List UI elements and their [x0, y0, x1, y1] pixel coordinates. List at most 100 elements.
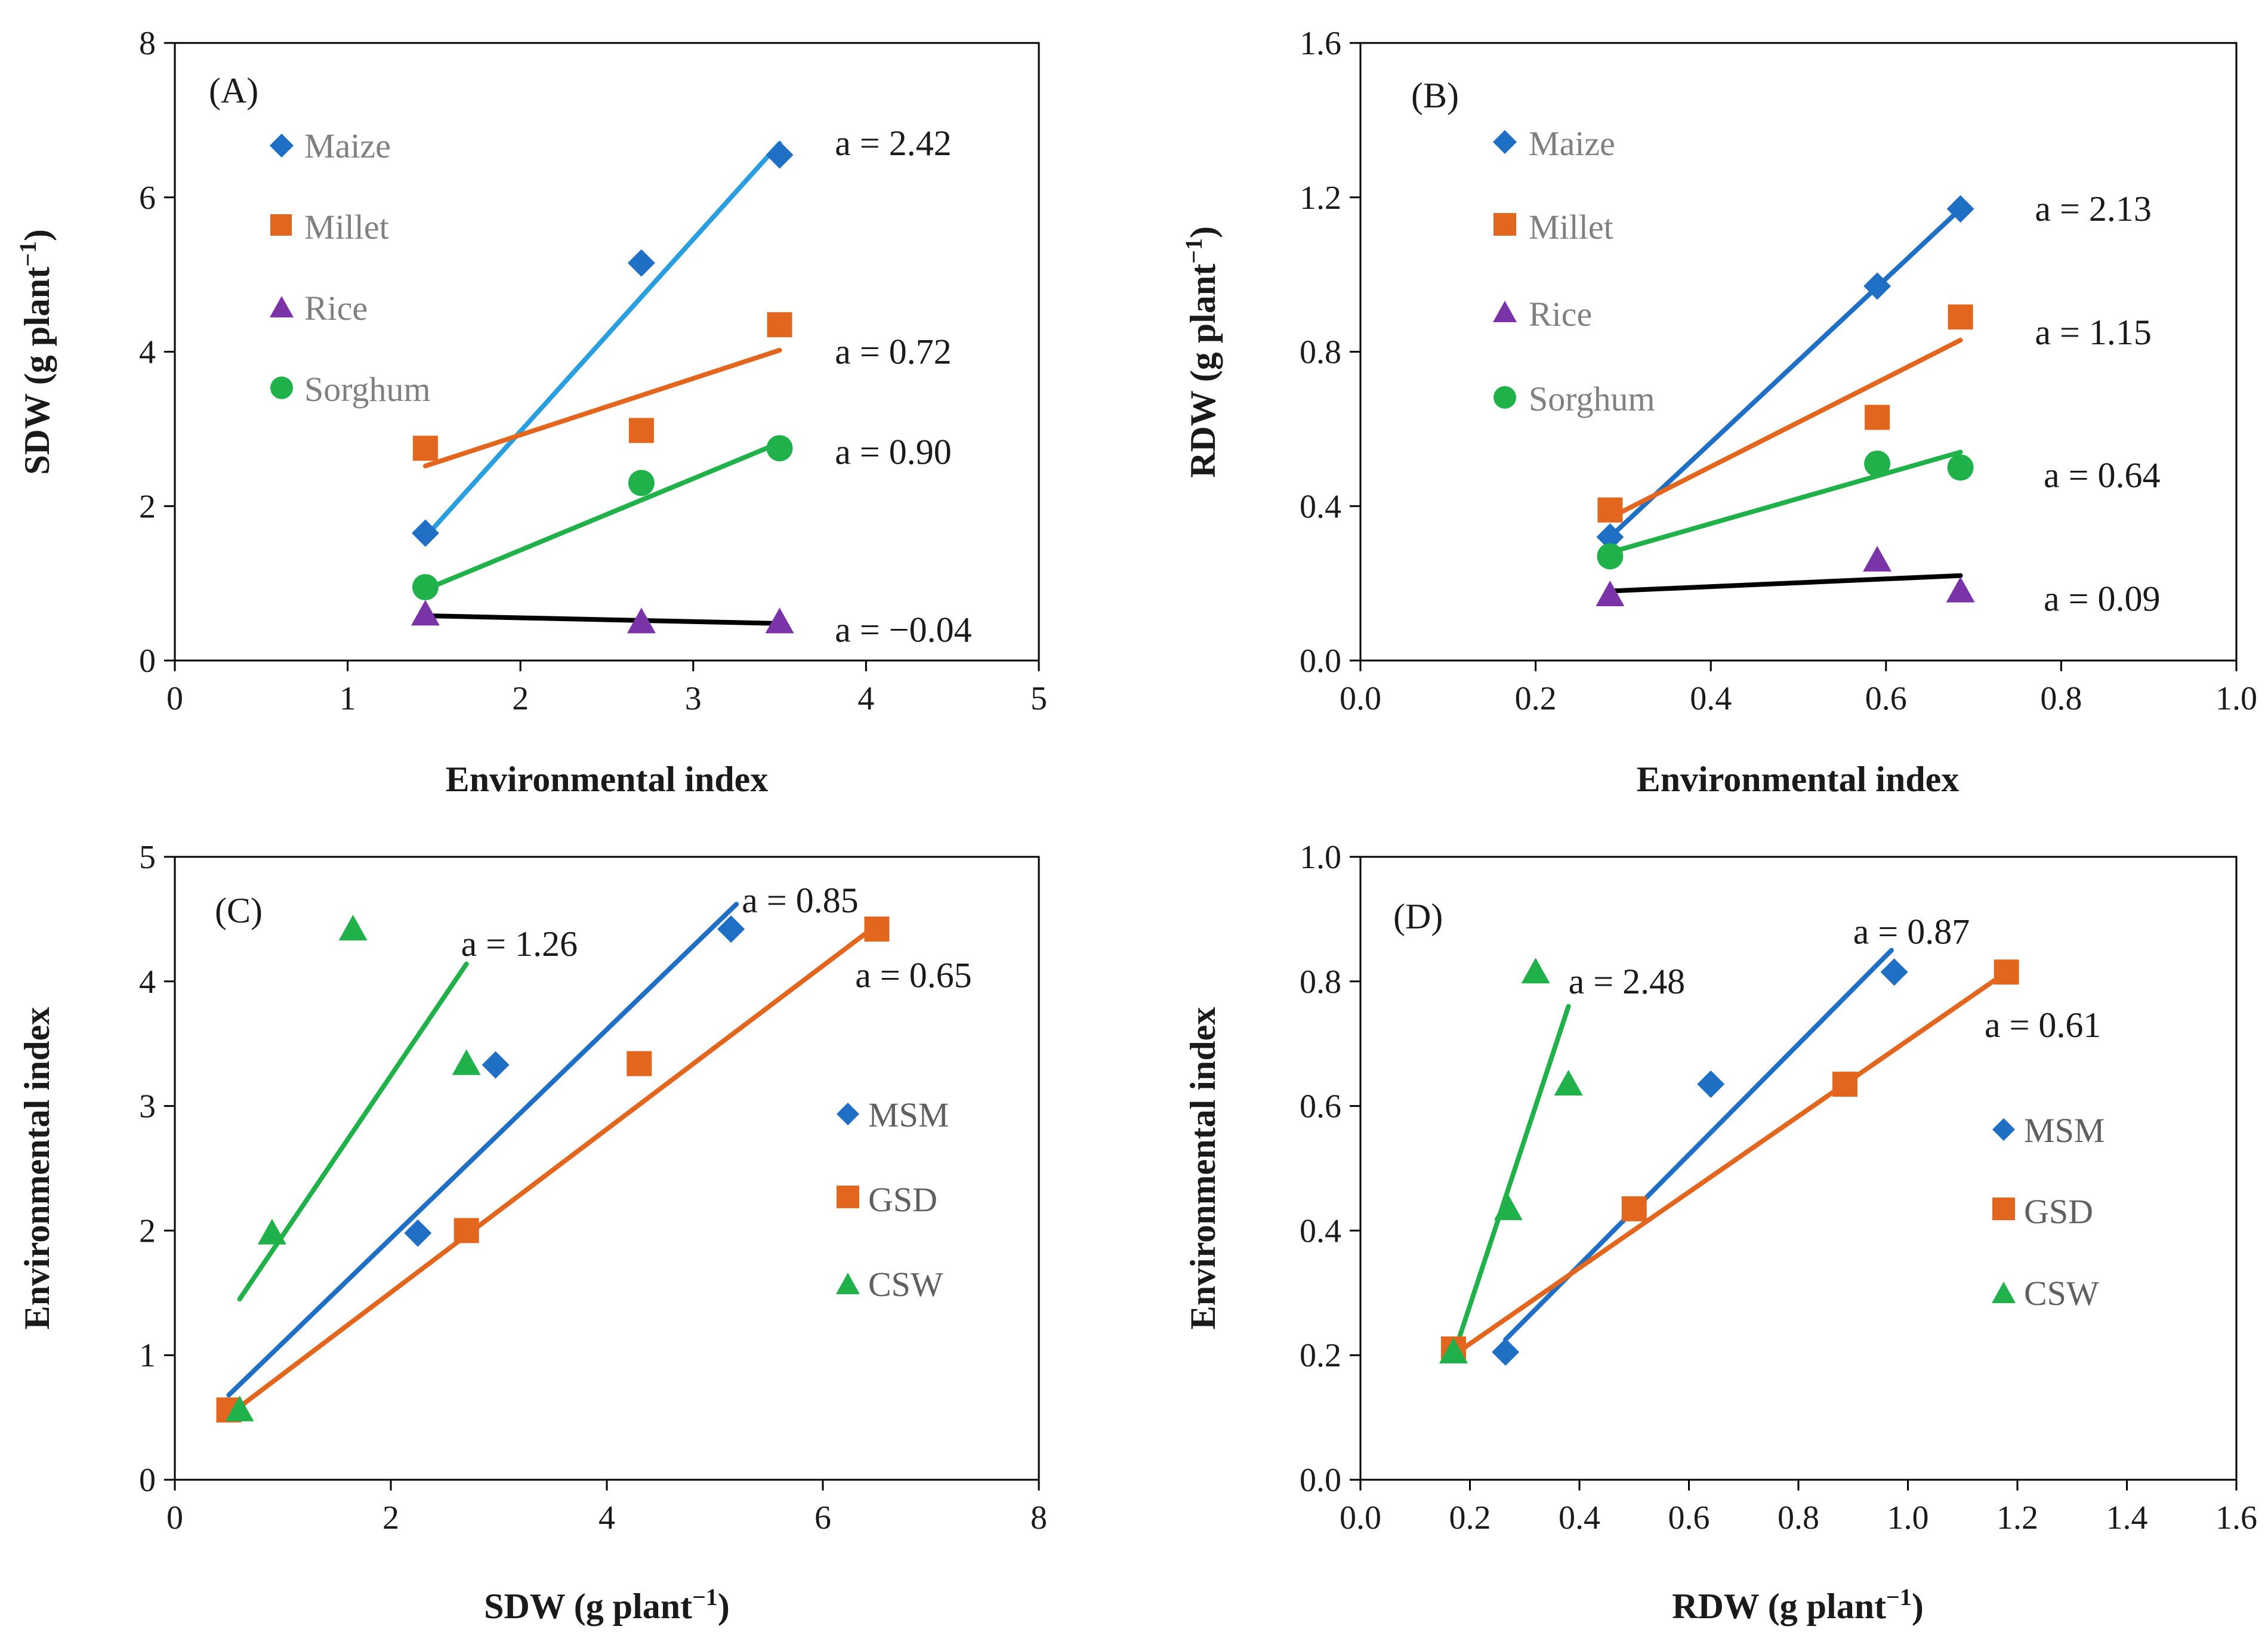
- slope-label-msm: a = 0.85: [742, 881, 858, 920]
- data-point-csw: [1521, 958, 1550, 984]
- data-point-csw: [225, 1396, 254, 1422]
- legend: Maize Millet Rice Sorghum: [1493, 124, 1655, 418]
- data-point-rice: [1863, 545, 1892, 572]
- slope-label-csw: a = 1.26: [461, 924, 578, 964]
- fit-line-rice: [1607, 573, 1963, 594]
- panel-c: 0 2 4 6 8 0 1 2 3 4 5 a = 0.85 a = 0.65 a = 1.26 (C)…: [17, 839, 1047, 1626]
- legend-marker-square: [1494, 213, 1516, 236]
- x-tick-label: 4: [857, 680, 874, 717]
- legend-label: MSM: [2024, 1111, 2105, 1150]
- legend-label: CSW: [2024, 1274, 2099, 1313]
- panel-label: (D): [1393, 897, 1443, 936]
- data-point-sorghum: [412, 574, 439, 601]
- slope-annotations: a = 2.13 a = 1.15 a = 0.09 a = 0.64: [2035, 189, 2160, 618]
- y-tick-label: 1.0: [1300, 839, 1341, 876]
- fit-line-maize: [1607, 206, 1963, 539]
- fit-line-msm: [226, 902, 739, 1398]
- legend-marker-triangle: [1992, 1282, 2016, 1303]
- y-tick-label: 4: [139, 964, 156, 1001]
- legend-label: Millet: [1529, 208, 1613, 246]
- fit-line-maize: [422, 141, 782, 539]
- legend-marker-triangle: [1493, 301, 1517, 322]
- x-tick-label: 2: [382, 1499, 399, 1536]
- y-tick-label: 0: [139, 1462, 156, 1499]
- y-tick-label: 0.8: [1300, 964, 1341, 1001]
- data-point-gsd: [864, 916, 890, 942]
- data-point-rice: [1946, 576, 1975, 603]
- fit-line-millet: [1607, 338, 1963, 520]
- x-tick-label: 3: [685, 680, 702, 717]
- legend-entry-sorghum: Sorghum: [270, 370, 431, 409]
- legend-marker-diamond: [270, 134, 294, 158]
- y-tick-label: 5: [139, 839, 156, 876]
- legend-entry-millet: Millet: [1494, 208, 1613, 246]
- data-point-csw: [452, 1049, 481, 1075]
- x-tick-label: 0.6: [1668, 1499, 1710, 1536]
- tick-layer: 0.0 0.2 0.4 0.6 0.8 1.0 1.2 1.4 1.6 0.0 0.2 0.4 0.6 0…: [1300, 839, 2257, 1536]
- legend-label: Rice: [1529, 295, 1592, 334]
- slope-label-rice: a = −0.04: [835, 610, 971, 649]
- data-point-rice: [627, 607, 656, 634]
- x-tick-label: 6: [814, 1499, 831, 1536]
- x-tick-label: 0.0: [1340, 1499, 1381, 1536]
- data-point-gsd: [453, 1218, 479, 1243]
- x-tick-label: 1.2: [1997, 1499, 2038, 1536]
- data-point-msm: [482, 1051, 510, 1079]
- y-tick-label: 0: [139, 643, 156, 680]
- y-tick-label: 0.4: [1300, 1212, 1341, 1249]
- data-point-maize: [1596, 523, 1624, 551]
- legend-label: Rice: [304, 289, 368, 328]
- legend-entry-millet: Millet: [270, 208, 389, 246]
- legend-entry-csw: CSW: [1992, 1274, 2099, 1313]
- x-tick-label: 0.0: [1340, 680, 1381, 717]
- y-tick-label: 2: [139, 1212, 156, 1249]
- x-tick-label: 1.0: [1887, 1499, 1929, 1536]
- legend-label: MSM: [868, 1095, 949, 1134]
- x-axis-title: Environmental index: [1637, 760, 1960, 799]
- data-point-rice: [765, 607, 794, 634]
- panel-label: (C): [215, 891, 263, 930]
- legend-marker-triangle: [270, 296, 294, 317]
- y-tick-label: 0.2: [1300, 1337, 1341, 1374]
- tick-layer: 0.0 0.2 0.4 0.6 0.8 1.0 0.0 0.4 0.8 1.2 1.6: [1300, 25, 2257, 717]
- legend-label: GSD: [868, 1180, 937, 1219]
- x-axis-title: Environmental index: [446, 760, 769, 799]
- data-point-maize: [1863, 272, 1891, 300]
- data-point-maize: [627, 249, 655, 277]
- fit-line-gsd: [1451, 970, 2009, 1358]
- data-point-csw: [338, 915, 368, 941]
- legend-entry-csw: CSW: [836, 1265, 943, 1304]
- legend-marker-square: [837, 1186, 859, 1208]
- x-tick-label: 1.0: [2215, 680, 2257, 717]
- slope-annotations: a = 0.87 a = 0.61 a = 2.48: [1569, 912, 2102, 1045]
- x-tick-label: 1.4: [2106, 1499, 2148, 1536]
- data-point-millet: [1948, 304, 1973, 330]
- y-tick-label: 0.0: [1300, 1462, 1341, 1499]
- legend-marker-square: [270, 214, 292, 236]
- legend-marker-diamond: [1493, 130, 1517, 154]
- y-axis-title: Environmental index: [17, 1007, 57, 1330]
- data-point-sorghum: [1947, 454, 1974, 481]
- x-tick-label: 0.2: [1515, 680, 1557, 717]
- data-point-csw: [1554, 1070, 1583, 1096]
- x-axis-title: SDW (g plant−1): [484, 1584, 730, 1626]
- data-point-gsd: [1994, 959, 2019, 985]
- data-points: [216, 915, 890, 1423]
- y-tick-label: 0.4: [1300, 488, 1341, 525]
- legend-marker-square: [1992, 1198, 2015, 1220]
- panel-label: (B): [1411, 76, 1459, 115]
- fit-line-csw: [1451, 1004, 1571, 1358]
- legend-entry-gsd: GSD: [1992, 1192, 2093, 1231]
- data-points: [1439, 958, 2019, 1366]
- data-point-csw: [257, 1218, 286, 1245]
- x-tick-label: 0.6: [1865, 680, 1907, 717]
- x-tick-label: 0: [166, 680, 183, 717]
- legend-entry-rice: Rice: [270, 289, 368, 328]
- legend-marker-diamond: [837, 1103, 859, 1125]
- y-tick-label: 1: [139, 1337, 156, 1374]
- data-points: [411, 141, 794, 634]
- y-tick-label: 4: [139, 334, 156, 371]
